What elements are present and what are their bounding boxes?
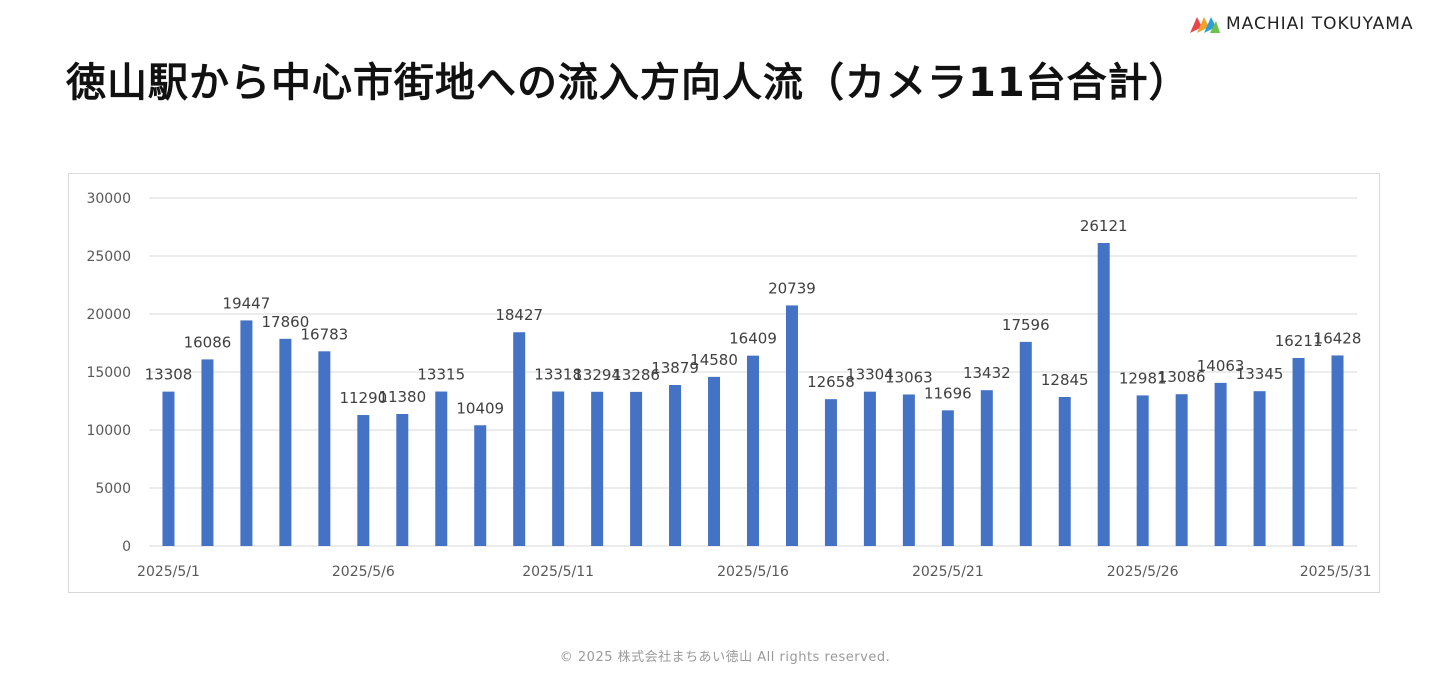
- brand: MACHIAI TOKUYAMA: [1190, 14, 1414, 34]
- data-label: 16783: [300, 325, 348, 343]
- data-label: 13304: [846, 366, 894, 384]
- data-label: 16428: [1314, 329, 1362, 347]
- bar: [513, 332, 526, 546]
- chart-area: 0 5000 10000 15000 20000 25000 30000 13308 16086…: [68, 173, 1380, 593]
- data-label: 10409: [456, 399, 504, 417]
- x-tick-label: 2025/5/1: [137, 564, 200, 580]
- data-label: 13286: [612, 366, 660, 384]
- bar: [474, 425, 487, 546]
- data-label: 13432: [963, 364, 1011, 382]
- y-tick-label: 5000: [95, 481, 131, 497]
- x-tick-label: 2025/5/6: [332, 564, 395, 580]
- bar: [357, 415, 370, 546]
- data-label: 13308: [145, 366, 193, 384]
- bar: [1253, 391, 1266, 546]
- bar: [630, 391, 643, 546]
- y-tick-label: 25000: [86, 249, 131, 265]
- x-tick-label: 2025/5/26: [1107, 564, 1179, 580]
- data-label: 13315: [417, 366, 465, 384]
- data-label: 16211: [1275, 332, 1323, 350]
- bar: [1058, 396, 1071, 546]
- x-tick-label: 2025/5/31: [1300, 564, 1372, 580]
- copyright-footer: © 2025 株式会社まちあい徳山 All rights reserved.: [559, 650, 891, 665]
- page-title: 徳山駅から中心市街地への流入方向人流（カメラ11台合計）: [66, 60, 1190, 106]
- machiai-logo-icon: [1190, 17, 1220, 33]
- data-label: 13294: [573, 366, 621, 384]
- y-tick-label: 20000: [86, 307, 131, 323]
- data-label: 18427: [495, 306, 543, 324]
- x-tick-label: 2025/5/11: [522, 564, 594, 580]
- data-label: 26121: [1080, 217, 1128, 235]
- bar: [708, 376, 721, 546]
- data-label: 11290: [339, 389, 387, 407]
- bar: [1331, 355, 1344, 546]
- x-tick-label: 2025/5/16: [717, 564, 789, 580]
- bar: [318, 351, 331, 546]
- bar: [396, 413, 409, 546]
- data-label: 11380: [378, 388, 426, 406]
- data-label: 14063: [1197, 357, 1245, 375]
- bar: [747, 355, 759, 546]
- data-label: 12658: [807, 373, 855, 391]
- data-label: 17860: [262, 313, 310, 331]
- data-label: 12981: [1119, 369, 1167, 387]
- data-label: 17596: [1002, 316, 1050, 334]
- data-label: 20739: [768, 279, 816, 297]
- data-label: 13318: [534, 366, 582, 384]
- brand-name: MACHIAI TOKUYAMA: [1226, 14, 1414, 34]
- bar: [669, 385, 682, 546]
- bar: [980, 390, 993, 546]
- data-label: 16086: [184, 333, 232, 351]
- data-label: 19447: [223, 294, 271, 312]
- bar: [1019, 341, 1032, 546]
- data-label: 13345: [1236, 365, 1284, 383]
- bar: [902, 394, 915, 546]
- x-tick-label: 2025/5/21: [912, 564, 984, 580]
- bar: [591, 391, 604, 546]
- data-label: 13086: [1158, 368, 1206, 386]
- bar: [1175, 394, 1188, 546]
- bar-chart: 0 5000 10000 15000 20000 25000 30000 13308 16086…: [86, 191, 1372, 580]
- y-tick-label: 10000: [86, 423, 131, 439]
- bar: [824, 399, 837, 546]
- bar: [279, 338, 292, 546]
- y-tick-label: 15000: [86, 365, 131, 381]
- bar: [435, 391, 448, 546]
- data-label: 13063: [885, 368, 933, 386]
- y-tick-label: 30000: [86, 191, 131, 207]
- data-label: 11696: [924, 384, 972, 402]
- data-label: 12845: [1041, 371, 1089, 389]
- data-label: 16409: [729, 330, 777, 348]
- bar: [552, 391, 565, 546]
- bar: [863, 391, 876, 546]
- bar: [941, 410, 954, 546]
- data-label: 13879: [651, 359, 699, 377]
- bar: [162, 391, 175, 546]
- bar: [785, 305, 798, 546]
- bar: [240, 320, 253, 546]
- data-label: 14580: [690, 351, 738, 369]
- y-tick-label: 0: [122, 539, 131, 555]
- bar: [1136, 395, 1149, 546]
- bar: [1097, 242, 1110, 546]
- bar: [1214, 382, 1227, 546]
- bar: [1292, 357, 1305, 546]
- bar: [201, 359, 214, 546]
